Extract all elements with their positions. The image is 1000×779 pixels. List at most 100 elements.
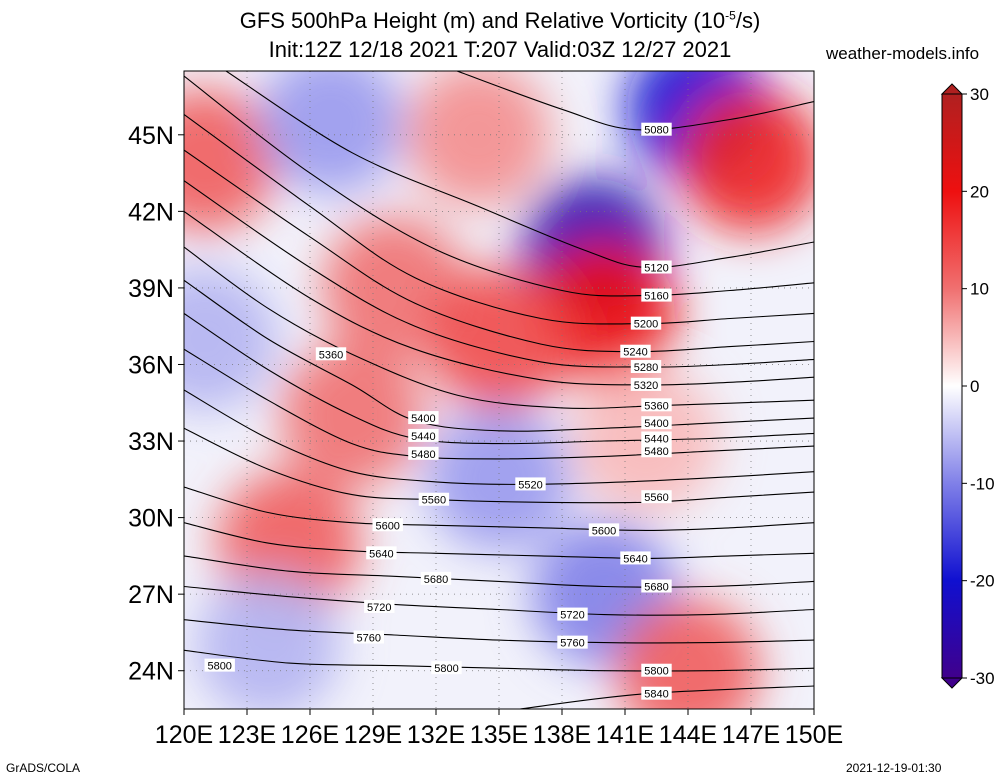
contour-label: 5800: [434, 663, 458, 675]
height-contours: [184, 71, 814, 709]
contour-line-5720: [184, 585, 814, 616]
contour-label-bg: [620, 551, 651, 565]
contour-label-bg: [641, 686, 672, 700]
contour-label-bg: [588, 523, 620, 537]
contour-label: 5680: [644, 582, 668, 594]
contour-label-bg: [408, 446, 439, 460]
contour-label: 5360: [319, 349, 343, 361]
x-tick-label: 135E: [470, 721, 528, 749]
colorbar-tick-label: 10: [970, 280, 989, 299]
contour-label: 5600: [375, 520, 399, 532]
contour-line-5640: [184, 522, 814, 559]
y-tick-label: 45N: [128, 122, 174, 150]
contour-label: 5560: [644, 492, 668, 504]
contour-label-bg: [641, 579, 672, 593]
contour-line-5760: [184, 619, 814, 644]
contour-label-bg: [353, 630, 384, 644]
vorticity-region: [184, 266, 277, 411]
x-tick-label: 120E: [155, 721, 213, 749]
colorbar-tick-label: -20: [970, 572, 995, 591]
contour-label-bg: [366, 546, 397, 560]
contour-label-bg: [641, 288, 672, 302]
footer-timestamp: 2021-12-19-01:30: [846, 761, 942, 775]
contour-label: 5480: [411, 449, 435, 461]
contour-label: 5200: [634, 319, 658, 331]
contour-label-bg: [630, 316, 662, 330]
vorticity-region: [406, 71, 550, 207]
contour-label: 5240: [623, 347, 647, 359]
contour-label: 5720: [367, 602, 391, 614]
contour-label: 5400: [411, 413, 435, 425]
contour-label-bg: [418, 492, 450, 506]
plot-area: 5080 5120 5160 5200 5240 5280 5320 5360 5400 5440…: [184, 71, 814, 709]
contour-label-bg: [641, 260, 672, 274]
contour-label: 5600: [592, 525, 616, 537]
y-tick-label: 33N: [128, 428, 174, 456]
contour-label-bg: [620, 344, 651, 358]
contour-label-bg: [630, 377, 662, 391]
colorbar-bottom-arrow: [940, 677, 964, 689]
axes: 120E 123E 126E 129E 132E 135E 138E 141E 144E 147E…: [128, 122, 843, 749]
contour-line-5200: [184, 113, 814, 325]
contour-label: 5080: [644, 125, 668, 137]
y-tick-label: 36N: [128, 351, 174, 379]
colorbar-bar: [941, 93, 963, 679]
contour-label-bg: [641, 122, 672, 136]
contour-label-bg: [364, 599, 395, 613]
colorbar-tick-label: 30: [970, 85, 989, 104]
x-tick-label: 141E: [596, 721, 654, 749]
contour-label-bg: [641, 416, 672, 430]
x-tick-label: 138E: [533, 721, 591, 749]
contour-label-bg: [557, 635, 588, 649]
contour-labels: 5080 5120 5160 5200 5240 5280 5320 5360 5400 5440…: [204, 122, 672, 701]
y-tick-label: 27N: [128, 581, 174, 609]
contour-label-bg: [408, 411, 439, 425]
grid-lines: [184, 71, 814, 709]
contour-label: 5520: [518, 479, 542, 491]
title-exponent: -5: [725, 8, 736, 23]
colorbar-tick-label: 20: [970, 182, 989, 201]
contour-label-bg: [420, 571, 452, 585]
contour-label-bg: [557, 607, 588, 621]
contour-line-5240: [184, 149, 814, 353]
contour-label-bg: [515, 477, 546, 491]
contour-line-5400: [184, 279, 814, 432]
contour-line-5600: [184, 486, 814, 531]
x-tick-label: 126E: [281, 721, 339, 749]
contour-line-5560: [184, 427, 814, 504]
contour-label: 5840: [644, 689, 668, 701]
contour-label: 5760: [560, 638, 584, 650]
contour-label-bg: [641, 431, 672, 445]
colorbar: 30 20 10 0 -10 -20 -30: [940, 83, 995, 689]
colorbar-tick-label: -10: [970, 474, 995, 493]
chart-title-line2: Init:12Z 12/18 2021 T:207 Valid:03Z 12/2…: [268, 37, 732, 62]
contour-label: 5680: [424, 574, 448, 586]
contour-label: 5800: [207, 661, 231, 673]
contour-label-bg: [641, 490, 672, 504]
colorbar-top-arrow: [940, 83, 964, 95]
contour-label: 5560: [422, 495, 446, 507]
contour-line-5360: [184, 246, 814, 409]
y-tick-label: 39N: [128, 275, 174, 303]
contour-line-5280: [184, 180, 814, 368]
x-tick-label: 147E: [722, 721, 780, 749]
colorbar-tick-label: -30: [970, 669, 995, 688]
contour-line-5800: [184, 649, 814, 672]
contour-label: 5640: [623, 553, 647, 565]
vorticity-region: [679, 88, 814, 233]
contour-line-5320: [184, 210, 814, 386]
contour-label-bg: [630, 360, 662, 374]
vorticity-region: [196, 573, 340, 709]
y-tick-label: 42N: [128, 198, 174, 226]
contour-label-bg: [204, 658, 235, 672]
contour-line-5480: [184, 348, 814, 460]
contour-label: 5440: [411, 431, 435, 443]
x-tick-label: 123E: [218, 721, 276, 749]
contour-label-bg: [431, 661, 462, 675]
contour-label-bg: [641, 398, 672, 412]
contour-label: 5640: [369, 548, 393, 560]
y-tick-label: 30N: [128, 505, 174, 533]
vorticity-region: [184, 88, 277, 233]
contour-label: 5320: [634, 380, 658, 392]
